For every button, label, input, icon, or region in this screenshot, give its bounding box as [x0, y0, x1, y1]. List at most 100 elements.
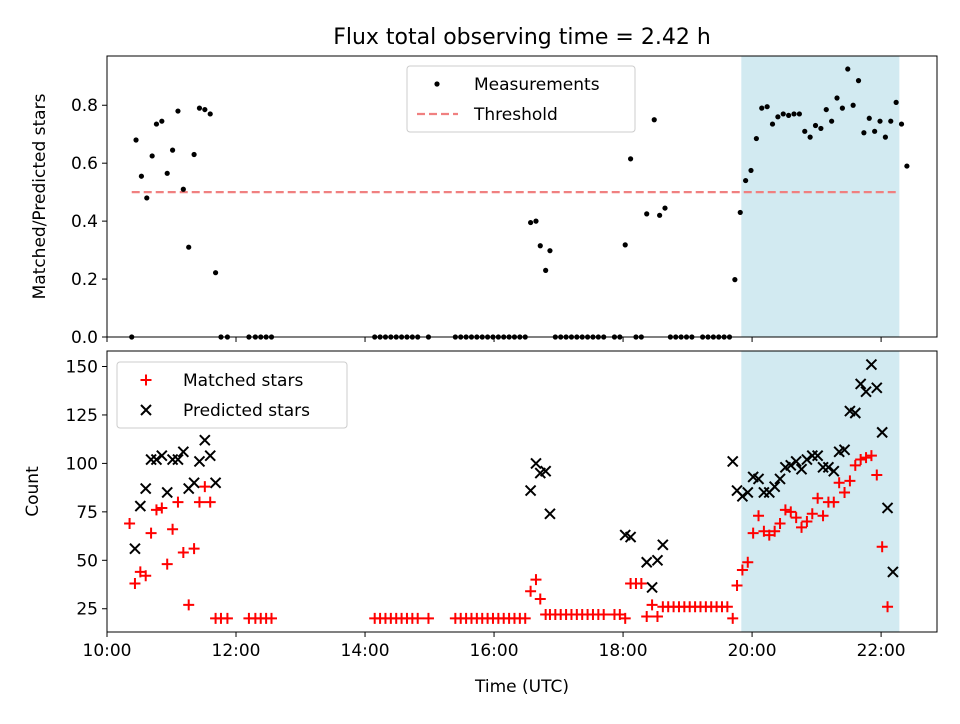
- matched-star-point: [641, 610, 653, 622]
- y-tick-label: 125: [66, 406, 98, 426]
- matched-star-point: [199, 481, 211, 493]
- matched-star-point: [519, 612, 531, 624]
- predicted-star-point: [199, 434, 211, 446]
- predicted-star-point: [624, 531, 637, 543]
- measurement-point: [893, 99, 899, 105]
- matched-star-point: [801, 516, 813, 528]
- matched-star-point: [651, 610, 663, 622]
- measurement-point: [861, 130, 867, 136]
- predicted-star-point: [871, 382, 883, 394]
- predicted-star-point: [646, 581, 658, 594]
- measurement-point: [547, 248, 553, 254]
- legend-label-matched: Matched stars: [183, 371, 303, 391]
- measurement-point: [657, 212, 663, 218]
- matched-star-point: [646, 599, 658, 611]
- legend: Matched stars Predicted stars: [116, 361, 348, 429]
- matched-star-point: [619, 612, 631, 624]
- matched-star-point: [525, 585, 537, 597]
- matched-star-point: [833, 477, 845, 489]
- measurement-point: [169, 147, 176, 153]
- predicted-star-point: [727, 455, 739, 468]
- matched-star-point: [221, 612, 233, 624]
- measurement-point: [533, 218, 539, 224]
- legend-label-measurements: Measurements: [474, 75, 600, 95]
- x-tick-label: 22:00: [857, 641, 906, 661]
- measurement-point: [775, 114, 781, 120]
- measurement-point: [622, 242, 628, 248]
- y-axis-label: Count: [23, 466, 43, 517]
- matched-star-point: [769, 525, 781, 537]
- predicted-star-point: [204, 449, 216, 462]
- measurement-point: [159, 118, 165, 124]
- predicted-star-point: [736, 490, 749, 503]
- matched-star-point: [849, 459, 861, 471]
- matched-star-point: [876, 541, 888, 553]
- predicted-star-point: [774, 473, 786, 485]
- matched-star-point: [817, 510, 829, 522]
- measurement-point: [743, 177, 749, 184]
- matched-star-point: [727, 612, 739, 624]
- measurement-point: [191, 151, 197, 158]
- measurement-point: [164, 170, 170, 176]
- x-axis-label: Time (UTC): [474, 677, 569, 697]
- x-tick-label: 18:00: [599, 641, 648, 661]
- measurement-point: [196, 105, 203, 111]
- legend-matched-marker: [140, 374, 152, 386]
- x-tick-label: 10:00: [83, 641, 132, 661]
- matched-star-point: [530, 574, 542, 586]
- predicted-star-point: [193, 455, 206, 468]
- matched-star-point: [747, 527, 759, 539]
- matched-star-point: [828, 496, 840, 508]
- predicted-star-point: [795, 463, 808, 475]
- axes-frame: [106, 350, 938, 633]
- measurement-point: [748, 167, 754, 174]
- matched-star-point: [598, 609, 610, 621]
- measurement-point: [866, 115, 872, 121]
- predicted-star-point: [828, 465, 840, 477]
- measurement-point: [207, 111, 213, 117]
- y-tick-label: 0.6: [71, 154, 98, 174]
- matched-star-point: [774, 517, 786, 529]
- measurement-point: [877, 118, 883, 124]
- matched-star-point: [188, 543, 200, 555]
- predicted-star-point: [822, 461, 835, 473]
- measurement-point: [850, 102, 856, 108]
- matched-star-point: [150, 504, 162, 516]
- predicted-star-point: [641, 556, 653, 568]
- matched-star-point: [779, 504, 791, 516]
- measurement-point: [764, 104, 770, 110]
- x-tick-label: 14:00: [341, 641, 390, 661]
- predicted-star-point: [544, 508, 556, 520]
- predicted-star-point: [876, 426, 888, 439]
- matched-star-point: [742, 556, 754, 568]
- measurement-point: [769, 121, 776, 127]
- measurement-point: [662, 205, 668, 211]
- measurement-point: [780, 111, 786, 117]
- measurement-point: [818, 125, 824, 132]
- predicted-star-point: [524, 484, 537, 497]
- predicted-star-point: [768, 480, 781, 493]
- matched-star-point: [844, 475, 856, 487]
- predicted-star-point: [156, 449, 168, 462]
- predicted-star-point: [188, 477, 200, 489]
- measurement-point: [829, 118, 835, 124]
- y-tick-label: 50: [76, 551, 98, 571]
- predicted-star-point: [742, 486, 754, 499]
- matched-star-point: [806, 508, 818, 520]
- matched-star-point: [422, 612, 434, 624]
- matched-star-point: [161, 558, 173, 570]
- measurement-point: [732, 277, 738, 283]
- predicted-star-point: [657, 539, 669, 551]
- matched-star-point: [156, 502, 168, 514]
- measurement-point: [812, 122, 819, 129]
- measurement-point: [180, 186, 186, 192]
- predicted-star-point: [752, 473, 765, 485]
- predicted-star-point: [139, 482, 152, 495]
- measurement-point: [823, 106, 829, 113]
- matched-star-point: [204, 496, 216, 508]
- predicted-star-point: [161, 486, 173, 499]
- predicted-star-point: [860, 385, 872, 398]
- measurement-point: [786, 112, 792, 118]
- highlight-span: [741, 56, 900, 337]
- measurement-point: [537, 243, 543, 249]
